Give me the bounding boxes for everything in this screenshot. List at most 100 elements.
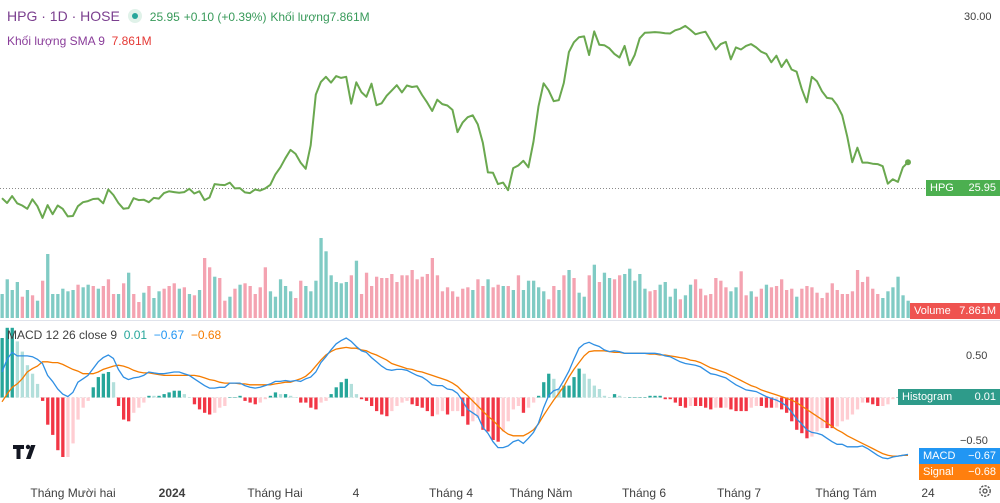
histogram-bar: [278, 394, 283, 398]
histogram-bar: [749, 397, 753, 408]
histogram-tag-value: 0.01: [974, 391, 996, 403]
volume-bar: [866, 276, 870, 318]
volume-bar: [567, 270, 571, 318]
histogram-bar: [800, 397, 804, 434]
histogram-bar: [577, 368, 581, 398]
histogram-bar: [283, 394, 288, 398]
histogram-bar: [213, 397, 217, 413]
histogram-bar: [177, 390, 181, 398]
histogram-bar: [845, 397, 850, 420]
histogram-bar: [390, 397, 394, 412]
volume-bar: [218, 278, 222, 318]
volume-bar: [142, 292, 146, 318]
histogram-bar: [273, 392, 278, 398]
histogram-bar: [866, 397, 870, 403]
volume-bar: [152, 298, 156, 318]
volume-bar: [526, 280, 531, 318]
histogram-bar: [157, 395, 161, 398]
histogram-bar: [203, 397, 207, 413]
volume-bar: [81, 287, 85, 318]
volume-bar: [354, 260, 359, 318]
volume-bar: [147, 286, 151, 318]
symbol-header[interactable]: HPG · 1D · HOSE 25.95 +0.10 (+0.39%) Khối…: [7, 8, 370, 24]
macd-tag-name: MACD: [923, 450, 956, 462]
volume-bar: [430, 258, 434, 318]
volume-bar: [91, 286, 95, 318]
histogram-bar: [582, 373, 586, 398]
histogram-bar: [734, 397, 738, 412]
histogram-bar: [218, 397, 222, 408]
histogram-bar: [699, 397, 703, 406]
histogram-bar: [714, 397, 718, 408]
volume-bar: [800, 288, 804, 318]
histogram-bar: [106, 372, 111, 398]
volume-bar: [445, 287, 450, 318]
volume-label: Khối lượng: [270, 10, 330, 24]
volume-bar: [456, 296, 460, 318]
histogram-bar: [440, 397, 445, 412]
volume-bar: [137, 302, 141, 318]
histogram-bar: [289, 395, 293, 398]
histogram-bar: [602, 395, 607, 398]
histogram-bar: [628, 397, 632, 398]
volume-bar: [896, 276, 900, 318]
volume-bar: [106, 279, 111, 318]
volume-tag: Volume 7.861M: [910, 303, 1000, 319]
histogram-bar: [476, 397, 480, 418]
volume-bar: [238, 284, 242, 318]
histogram-bar: [314, 397, 318, 410]
volume-bar: [162, 288, 166, 318]
volume-bar: [516, 275, 521, 318]
volume-bar: [35, 300, 40, 318]
histogram-bar: [380, 397, 384, 415]
volume-bar: [339, 283, 343, 318]
volume-bar: [552, 286, 556, 318]
volume-bar: [602, 272, 607, 318]
volume-bar: [663, 282, 667, 318]
volume-bar: [56, 294, 60, 318]
volume-bar: [122, 283, 126, 318]
volume-bar: [167, 286, 171, 318]
volume-bar: [623, 274, 627, 318]
macd-axis-lower-label: −0.50: [960, 435, 988, 447]
histogram-bar: [167, 392, 171, 398]
volume-bar: [653, 290, 657, 318]
volume-bar: [881, 298, 885, 318]
histogram-bar: [223, 397, 227, 406]
histogram-bar: [759, 397, 763, 406]
volume-bar: [203, 258, 207, 318]
histogram-bar: [451, 397, 455, 412]
sma-legend[interactable]: Khối lượng SMA 9 7.861M: [7, 34, 152, 48]
settings-gear-icon[interactable]: [978, 484, 992, 498]
volume-bar: [400, 275, 404, 318]
histogram-bar: [511, 397, 515, 410]
histogram-bar: [871, 397, 875, 405]
histogram-bar: [754, 397, 758, 406]
symbol-title[interactable]: HPG · 1D · HOSE: [7, 8, 120, 24]
histogram-bar: [208, 397, 212, 415]
histogram-bar: [238, 395, 242, 398]
histogram-bar: [15, 341, 19, 398]
volume-bars: [0, 238, 910, 318]
tradingview-logo-icon[interactable]: [8, 437, 42, 465]
volume-bar: [901, 295, 905, 318]
sma-value: 7.861M: [111, 34, 152, 48]
volume-bar: [780, 279, 784, 318]
histogram-bar: [359, 397, 364, 400]
volume-bar: [208, 267, 212, 318]
histogram-bar: [263, 397, 267, 400]
histogram-bar: [496, 397, 500, 442]
histogram-bar: [729, 397, 733, 410]
histogram-bar: [127, 397, 131, 422]
histogram-bar: [329, 394, 333, 398]
histogram-bar: [638, 397, 642, 398]
histogram-bar: [678, 397, 682, 406]
volume-bar: [61, 288, 65, 318]
volume-bar: [51, 294, 55, 318]
volume-bar: [30, 295, 35, 318]
histogram-bar: [785, 397, 789, 413]
volume-tag-name: Volume: [914, 305, 951, 317]
macd-legend[interactable]: MACD 12 26 close 9 0.01 −0.67 −0.68: [7, 328, 221, 342]
volume-bar: [774, 286, 779, 318]
